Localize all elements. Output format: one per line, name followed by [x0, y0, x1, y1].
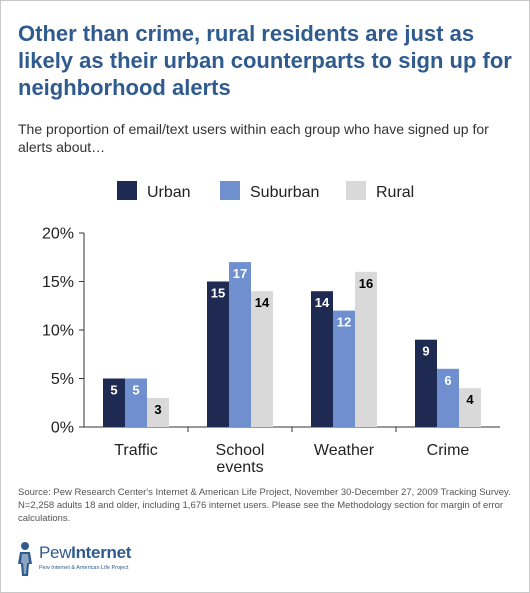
x-tick-label: Weather: [314, 442, 375, 459]
logo-tagline: Pew Internet & American Life Project: [39, 565, 129, 571]
legend-swatch-suburban: [220, 181, 240, 200]
legend-swatch-rural: [346, 181, 366, 200]
bar-value-label: 4: [466, 392, 474, 407]
bar-urban: [207, 281, 229, 427]
bar-value-label: 16: [359, 276, 373, 291]
bar-suburban: [125, 378, 147, 427]
x-tick-label: Crime: [427, 442, 470, 459]
y-tick-label: 0%: [51, 420, 74, 437]
x-tick-label-line: events: [216, 459, 263, 476]
y-tick-label: 5%: [51, 371, 74, 388]
bar-rural: [147, 397, 169, 427]
bar-value-label: 14: [255, 295, 270, 310]
bar-urban: [311, 291, 333, 427]
bar-rural: [251, 291, 273, 427]
y-tick-label: 10%: [42, 323, 74, 340]
bar-urban: [103, 378, 125, 427]
logo-wordmark: PewInternet: [39, 543, 131, 563]
legend-label-suburban: Suburban: [250, 184, 319, 201]
legend-label-urban: Urban: [147, 184, 191, 201]
bar-value-label: 6: [444, 373, 451, 388]
bar-value-label: 3: [154, 402, 161, 417]
logo-wordmark-bold: Internet: [71, 543, 132, 562]
bar-suburban: [333, 310, 355, 427]
x-tick-label-line: Weather: [314, 442, 375, 459]
x-tick-label: Traffic: [114, 442, 158, 459]
bar-value-label: 5: [132, 383, 139, 398]
person-figure-icon: [18, 542, 32, 576]
legend-swatch-urban: [117, 181, 137, 200]
pew-internet-logo: PewInternet Pew Internet & American Life…: [16, 541, 216, 585]
bar-value-label: 15: [211, 286, 225, 301]
source-note: Source: Pew Research Center's Internet &…: [18, 487, 511, 524]
bar-value-label: 14: [315, 295, 330, 310]
x-tick-label-line: Traffic: [114, 442, 158, 459]
bar-rural: [355, 271, 377, 427]
legend-label-rural: Rural: [376, 184, 414, 201]
bar-urban: [415, 339, 437, 427]
y-tick-label: 15%: [42, 274, 74, 291]
bar-value-label: 9: [422, 344, 429, 359]
chart-title: Other than crime, rural residents are ju…: [18, 21, 512, 100]
bar-value-label: 12: [337, 315, 351, 330]
bar-suburban: [229, 262, 251, 427]
x-tick-label-line: School: [216, 442, 265, 459]
y-tick-label: 20%: [42, 226, 74, 243]
bar-value-label: 17: [233, 266, 247, 281]
logo-wordmark-light: Pew: [39, 543, 72, 562]
chart-subtitle: The proportion of email/text users withi…: [18, 121, 489, 155]
x-tick-label-line: Crime: [427, 442, 470, 459]
x-tick-label: School events: [216, 442, 265, 476]
bar-suburban: [437, 368, 459, 427]
bar-rural: [459, 388, 481, 427]
bar-value-label: 5: [110, 383, 117, 398]
